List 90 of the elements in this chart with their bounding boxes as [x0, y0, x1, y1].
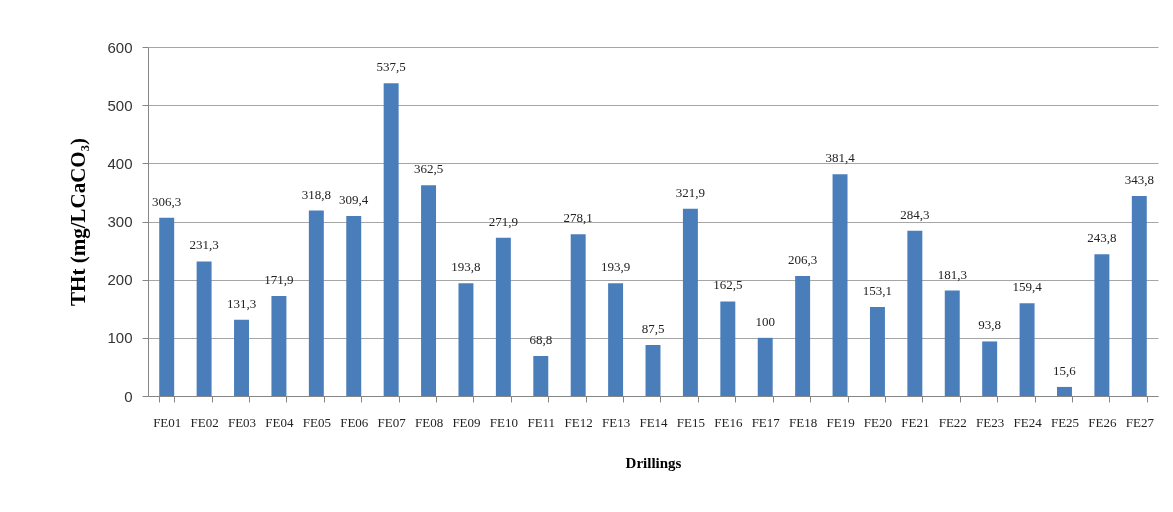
- x-tick-label: FE19: [826, 414, 855, 430]
- bar: [608, 283, 624, 396]
- x-tick-label: FE25: [1050, 414, 1080, 430]
- x-tick-label: FE07: [377, 414, 407, 430]
- x-tick-label: FE10: [489, 414, 518, 430]
- bar: [495, 237, 511, 396]
- data-label: 15,6: [1053, 362, 1077, 378]
- data-label: 68,8: [529, 331, 553, 347]
- bar: [1094, 254, 1110, 396]
- bar: [982, 341, 998, 396]
- y-tick-label: 300: [107, 213, 133, 230]
- x-tick-label: FE06: [340, 414, 369, 430]
- data-label: 231,3: [189, 237, 219, 253]
- x-tick-label: FE17: [751, 414, 781, 430]
- data-label: 153,1: [862, 282, 893, 298]
- data-label: 93,8: [978, 317, 1002, 333]
- data-label: 206,3: [788, 252, 818, 267]
- x-tick-label: FE01: [153, 414, 182, 430]
- x-tick-label: FE14: [639, 414, 669, 430]
- x-tick-label: FE04: [265, 414, 295, 430]
- bar: [383, 83, 399, 396]
- data-label: 193,9: [600, 259, 631, 275]
- data-label: 321,9: [675, 184, 706, 200]
- y-tick-label: 600: [107, 38, 133, 56]
- bar: [271, 296, 287, 396]
- bar: [308, 210, 324, 396]
- x-axis-title: Drillings: [625, 454, 682, 471]
- y-axis-title: THt (mg/LCaCO₃): [66, 138, 91, 306]
- bar: [234, 319, 249, 396]
- bar: [533, 355, 549, 396]
- bar: [159, 217, 175, 396]
- bar: [645, 345, 661, 396]
- data-label: 278,1: [563, 210, 593, 226]
- data-label: 193,8: [451, 259, 481, 275]
- bar: [1057, 386, 1072, 396]
- x-tick-label: FE18: [789, 414, 818, 430]
- bar: [458, 283, 474, 396]
- x-tick-label: FE16: [714, 414, 743, 430]
- x-tick-label: FE26: [1088, 414, 1117, 430]
- bar: [421, 185, 437, 396]
- x-tick-label: FE21: [901, 414, 930, 430]
- bar: [1131, 196, 1147, 396]
- x-tick-label: FE15: [676, 414, 705, 430]
- data-label: 306,3: [152, 193, 182, 209]
- data-label: 131,3: [226, 295, 257, 311]
- bar: [795, 276, 811, 396]
- bar: [682, 208, 698, 396]
- y-tick-label: 100: [107, 329, 133, 347]
- data-label: 243,8: [1087, 230, 1117, 246]
- bar: [720, 301, 736, 396]
- data-label: 343,8: [1124, 172, 1154, 188]
- bar: [832, 174, 848, 396]
- bar: [869, 306, 885, 396]
- data-label: 171,9: [264, 272, 294, 288]
- x-tick-label: FE23: [976, 414, 1005, 430]
- x-tick-label: FE27: [1125, 414, 1155, 430]
- x-tick-label: FE22: [938, 414, 967, 430]
- bar: [1019, 303, 1035, 396]
- x-tick-label: FE11: [527, 414, 556, 430]
- bar: [196, 261, 212, 396]
- bar: [907, 230, 923, 396]
- y-tick-label: 500: [107, 96, 133, 114]
- x-tick-label: FE24: [1013, 414, 1043, 430]
- data-label: 537,5: [376, 59, 406, 75]
- bar: [570, 234, 586, 396]
- data-label: 162,5: [713, 277, 743, 293]
- x-tick-label: FE20: [863, 414, 893, 430]
- bar: [944, 290, 960, 396]
- x-tick-label: FE02: [190, 414, 219, 430]
- data-label: 159,4: [1012, 279, 1043, 295]
- y-tick-label: 200: [107, 271, 133, 289]
- y-tick-label: 400: [107, 154, 133, 172]
- x-tick-label: FE13: [602, 414, 631, 430]
- x-tick-label: FE05: [302, 414, 331, 430]
- y-tick-label: 0: [124, 387, 133, 405]
- x-tick-label: FE09: [452, 414, 481, 430]
- data-label: 87,5: [641, 321, 665, 337]
- data-label: 181,3: [937, 266, 967, 282]
- data-label: 284,3: [900, 206, 930, 222]
- data-label: 309,4: [339, 192, 369, 208]
- x-tick-label: FE03: [227, 414, 257, 430]
- x-tick-label: FE08: [414, 414, 444, 430]
- data-label: 318,8: [301, 186, 331, 202]
- bar: [757, 337, 773, 396]
- data-label: 381,4: [825, 150, 856, 166]
- bar: [346, 216, 362, 396]
- data-label: 100: [755, 313, 775, 329]
- data-label: 271,9: [488, 213, 518, 229]
- x-tick-label: FE12: [564, 414, 593, 430]
- data-label: 362,5: [413, 161, 444, 177]
